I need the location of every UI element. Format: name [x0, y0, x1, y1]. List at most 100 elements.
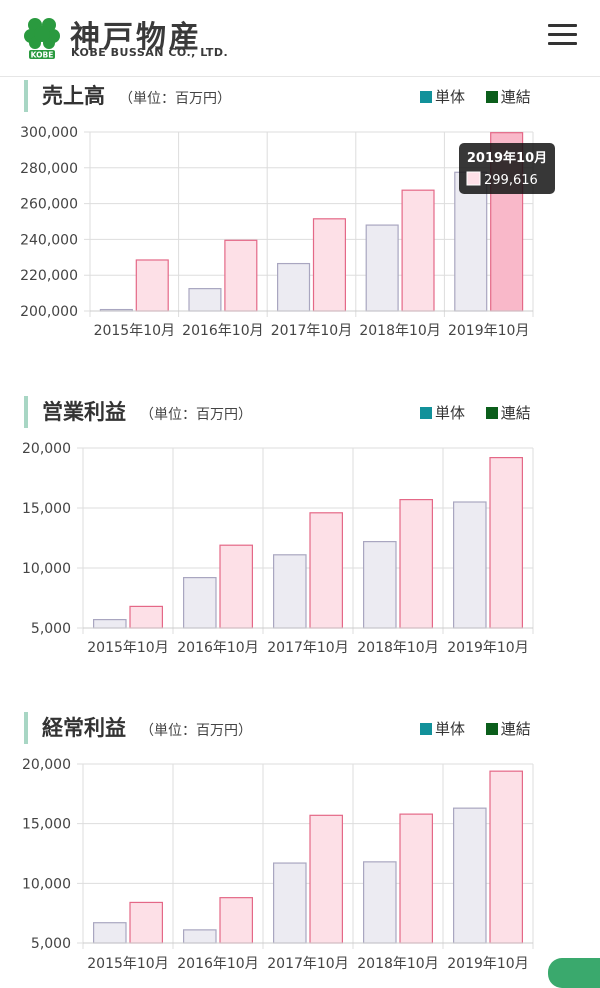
logo-text: KOBE: [31, 51, 54, 60]
unit-label: （単位：百万円）: [119, 91, 231, 107]
x-tick-label: 2019年10月: [448, 323, 529, 339]
chart-legend: 単体 連結: [420, 402, 547, 423]
section-title-text: 営業利益: [42, 400, 126, 424]
tooltip-swatch: [466, 171, 481, 186]
bar-tanntai: [92, 922, 127, 944]
bar-tanntai: [363, 861, 397, 944]
legend-label-tanntai: 単体: [435, 404, 466, 422]
x-tick-label: 2017年10月: [267, 640, 348, 656]
section-title-text: 経常利益: [42, 716, 126, 740]
tooltip-value: 299,616: [484, 173, 538, 188]
chart-legend: 単体 連結: [420, 718, 547, 739]
x-tick-label: 2019年10月: [447, 640, 528, 656]
y-tick-label: 20,000: [22, 757, 71, 773]
legend-swatch-renketsu: [485, 407, 498, 419]
bar-renketsu: [489, 770, 524, 944]
hamburger-menu-icon[interactable]: [548, 24, 578, 48]
x-tick-label: 2017年10月: [271, 323, 352, 339]
operating-profit-chart: 5,000 10,000 15,000 20,000 2015年10月 2016年10月 2…: [0, 436, 600, 662]
bar-tanntai: [453, 807, 487, 944]
x-tick-label: 2015年10月: [87, 956, 168, 972]
sales-chart: 200,000 220,000 240,000 260,000 280,000 300,0…: [0, 120, 600, 346]
x-tick-label: 2015年10月: [94, 323, 175, 339]
chart-legend: 単体 連結: [420, 86, 547, 107]
bar-renketsu: [135, 259, 169, 312]
bar-tanntai: [365, 224, 399, 312]
bar-renketsu: [399, 813, 434, 944]
y-tick-label: 240,000: [20, 232, 78, 248]
y-tick-label: 200,000: [20, 304, 78, 320]
bar-tanntai: [183, 577, 217, 629]
brand-name[interactable]: 神戸物産: [70, 20, 202, 55]
bar-renketsu: [309, 512, 344, 629]
bar-renketsu: [489, 457, 524, 629]
site-header: KOBE 神戸物産 KOBE BUSSAN CO., LTD.: [0, 0, 600, 77]
legend-swatch-renketsu: [485, 723, 498, 735]
legend-label-renketsu: 連結: [500, 404, 531, 422]
bar-tanntai: [277, 262, 311, 312]
chart-tooltip: 2019年10月 299,616: [459, 143, 555, 194]
bar-tanntai: [273, 862, 307, 944]
x-tick-label: 2019年10月: [447, 956, 528, 972]
legend-item-tanntai[interactable]: 単体: [420, 404, 465, 422]
legend-item-tanntai[interactable]: 単体: [420, 88, 465, 106]
bar-renketsu: [129, 605, 164, 629]
operating-profit-bar-chart: 5,000 10,000 15,000 20,000 2015年10月 2016年10月 2…: [22, 441, 534, 656]
x-tick-label: 2016年10月: [177, 956, 258, 972]
legend-swatch-tanntai: [420, 91, 432, 103]
brand-subtitle: KOBE BUSSAN CO., LTD.: [71, 46, 229, 59]
y-tick-label: 260,000: [20, 197, 78, 213]
section-title-text: 売上高: [42, 84, 105, 108]
y-tick-label: 300,000: [20, 125, 78, 141]
y-tick-label: 15,000: [22, 817, 71, 833]
x-tick-label: 2018年10月: [359, 323, 440, 339]
legend-label-tanntai: 単体: [435, 88, 466, 106]
legend-item-renketsu[interactable]: 連結: [485, 88, 531, 106]
bar-tanntai: [188, 288, 222, 312]
bar-renketsu: [309, 814, 344, 944]
sales-section: 売上高 （単位：百万円） 単体 連結: [0, 80, 600, 380]
legend-swatch-tanntai: [420, 407, 432, 419]
section-title: 営業利益 （単位：百万円）: [24, 396, 252, 428]
bar-renketsu: [219, 897, 254, 944]
legend-item-renketsu[interactable]: 連結: [485, 404, 531, 422]
y-tick-label: 15,000: [22, 501, 71, 517]
bar-tanntai: [183, 929, 217, 944]
tooltip-title: 2019年10月: [467, 150, 547, 166]
bar-renketsu: [399, 498, 434, 629]
ordinary-profit-section: 経常利益 （単位：百万円） 単体 連結: [0, 712, 600, 972]
unit-label: （単位：百万円）: [140, 407, 252, 423]
y-tick-label: 10,000: [22, 876, 71, 892]
sales-bar-chart: 200,000 220,000 240,000 260,000 280,000 300,0…: [20, 125, 555, 339]
legend-label-tanntai: 単体: [435, 720, 466, 738]
tooltip-box: [459, 143, 555, 194]
clover-logo-icon[interactable]: KOBE: [22, 14, 62, 64]
bar-renketsu: [401, 189, 435, 312]
operating-profit-section: 営業利益 （単位：百万円） 単体 連結: [0, 396, 600, 696]
x-tick-label: 2016年10月: [182, 323, 263, 339]
page-top-button[interactable]: [548, 958, 600, 988]
x-tick-label: 2018年10月: [357, 640, 438, 656]
legend-label-renketsu: 連結: [500, 88, 531, 106]
legend-label-renketsu: 連結: [500, 720, 531, 738]
section-title: 経常利益 （単位：百万円）: [24, 712, 252, 744]
bar-renketsu: [224, 239, 258, 312]
section-title: 売上高 （単位：百万円）: [24, 80, 231, 112]
bar-tanntai: [273, 554, 307, 629]
y-tick-label: 10,000: [22, 561, 71, 577]
bar-tanntai: [363, 540, 397, 629]
y-tick-label: 220,000: [20, 268, 78, 284]
y-tick-label: 20,000: [22, 441, 71, 457]
ordinary-profit-bar-chart: 5,000 10,000 15,000 20,000 2015年10月 2016年10月 2…: [22, 757, 534, 972]
bar-tanntai: [92, 619, 127, 629]
bar-tanntai: [453, 501, 487, 629]
x-tick-label: 2018年10月: [357, 956, 438, 972]
legend-swatch-tanntai: [420, 723, 432, 735]
x-tick-label: 2015年10月: [87, 640, 168, 656]
bar-renketsu: [129, 901, 164, 944]
legend-item-tanntai[interactable]: 単体: [420, 720, 465, 738]
x-tick-label: 2016年10月: [177, 640, 258, 656]
y-tick-label: 5,000: [31, 621, 71, 637]
bar-renketsu: [312, 218, 346, 312]
legend-item-renketsu[interactable]: 連結: [485, 720, 531, 738]
